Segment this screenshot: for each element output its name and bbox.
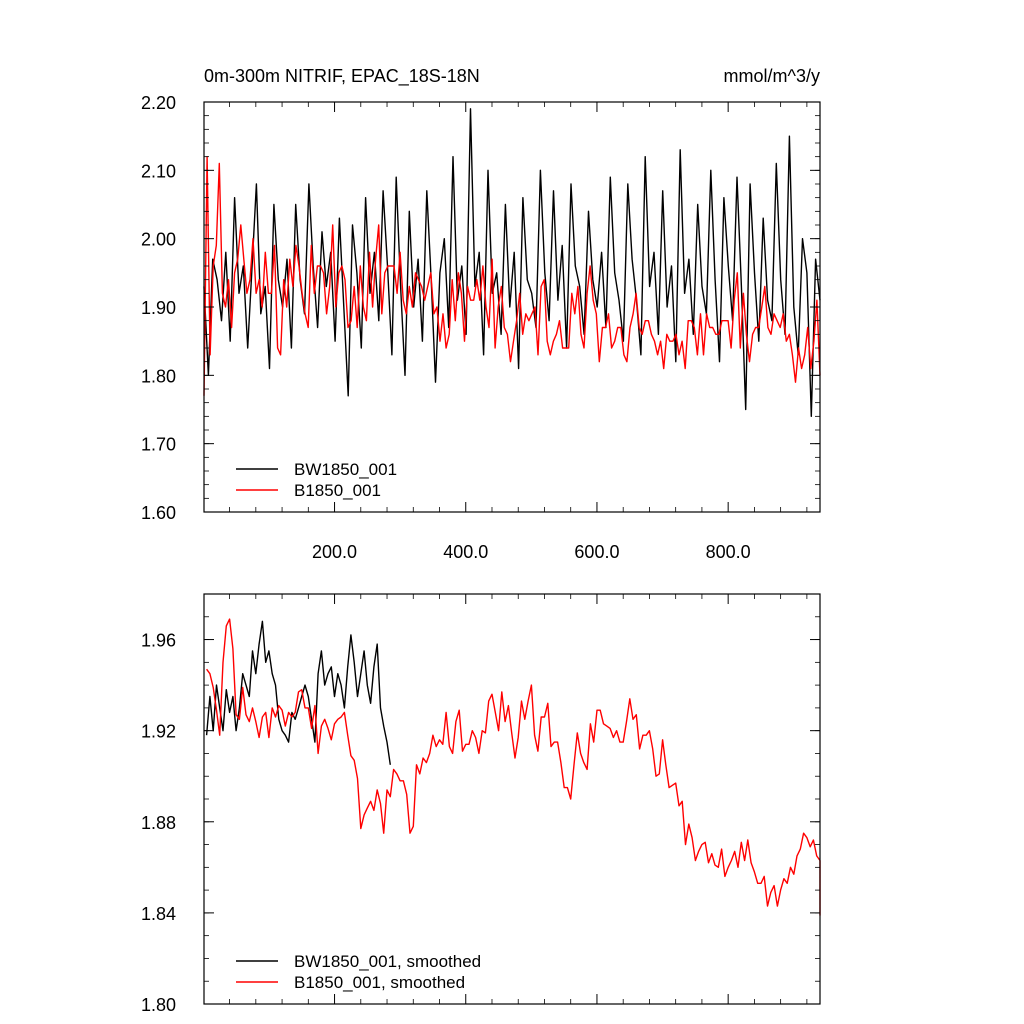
y-tick-label: 1.96 <box>141 631 176 651</box>
y-tick-label: 1.92 <box>141 722 176 742</box>
y-tick-label: 2.20 <box>141 93 176 113</box>
y-tick-label: 1.80 <box>141 995 176 1015</box>
legend-label-bw-smoothed: BW1850_001, smoothed <box>294 952 481 971</box>
top-legend: BW1850_001 B1850_001 <box>236 460 397 500</box>
x-tick-label: 800.0 <box>706 542 751 562</box>
top-series-lines <box>203 108 821 417</box>
x-tick-label: 200.0 <box>312 542 357 562</box>
series-line-b <box>206 618 821 916</box>
y-tick-label: 1.70 <box>141 435 176 455</box>
bottom-plot-frame <box>203 593 821 1005</box>
top-plot-frame <box>203 101 821 513</box>
y-tick-label: 1.84 <box>141 904 176 924</box>
x-tick-label: 400.0 <box>443 542 488 562</box>
series-line-bw <box>203 108 821 417</box>
legend-label-bw: BW1850_001 <box>294 460 397 479</box>
legend-label-b: B1850_001 <box>294 481 381 500</box>
chart-title: 0m-300m NITRIF, EPAC_18S-18N <box>204 66 480 87</box>
bottom-legend: BW1850_001, smoothed B1850_001, smoothed <box>236 952 481 992</box>
series-line-bw <box>205 620 391 765</box>
y-tick-label: 1.90 <box>141 298 176 318</box>
y-tick-label: 2.00 <box>141 230 176 250</box>
bottom-ticks: 1.80 1.84 1.88 1.92 1.96 <box>141 593 820 1015</box>
y-tick-label: 1.88 <box>141 813 176 833</box>
y-tick-label: 1.80 <box>141 366 176 386</box>
x-tick-label: 600.0 <box>574 542 619 562</box>
legend-label-b-smoothed: B1850_001, smoothed <box>294 973 465 992</box>
y-tick-label: 2.10 <box>141 161 176 181</box>
top-panel: 0m-300m NITRIF, EPAC_18S-18N mmol/m^3/y … <box>141 66 821 562</box>
chart-units: mmol/m^3/y <box>724 66 820 86</box>
bottom-panel: 1.80 1.84 1.88 1.92 1.96 BW1850_001, smoothe… <box>141 593 821 1015</box>
top-ticks: 1.60 1.70 1.80 1.90 2.00 2.10 2.20 200.0 400.0 60… <box>141 93 820 562</box>
series-line-b <box>203 156 821 396</box>
bottom-series-lines <box>205 618 821 916</box>
y-tick-label: 1.60 <box>141 503 176 523</box>
